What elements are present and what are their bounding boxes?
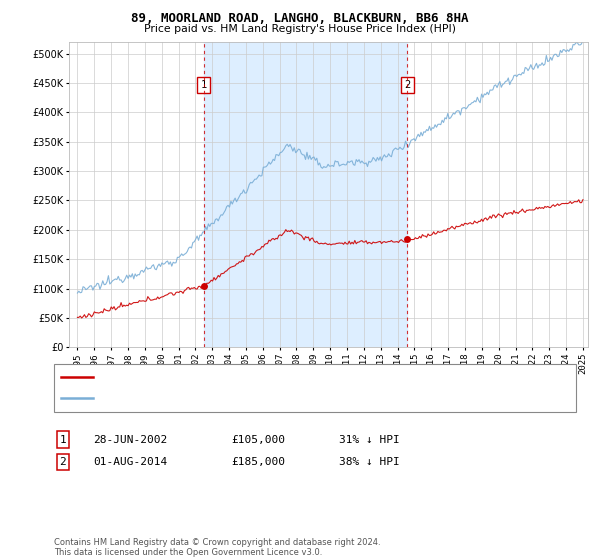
Text: £105,000: £105,000 <box>231 435 285 445</box>
Bar <box>203 42 407 347</box>
Text: 1: 1 <box>200 80 207 90</box>
Text: 89, MOORLAND ROAD, LANGHO, BLACKBURN, BB6 8HA: 89, MOORLAND ROAD, LANGHO, BLACKBURN, BB… <box>131 12 469 25</box>
Text: 01-AUG-2014: 01-AUG-2014 <box>93 457 167 467</box>
Text: 28-JUN-2002: 28-JUN-2002 <box>93 435 167 445</box>
Text: Price paid vs. HM Land Registry's House Price Index (HPI): Price paid vs. HM Land Registry's House … <box>144 24 456 34</box>
Text: £185,000: £185,000 <box>231 457 285 467</box>
Text: 38% ↓ HPI: 38% ↓ HPI <box>339 457 400 467</box>
Text: 2: 2 <box>59 457 67 467</box>
Text: 2: 2 <box>404 80 410 90</box>
Text: 31% ↓ HPI: 31% ↓ HPI <box>339 435 400 445</box>
Text: 1: 1 <box>59 435 67 445</box>
Text: HPI: Average price, detached house, Ribble Valley: HPI: Average price, detached house, Ribb… <box>99 394 336 403</box>
Text: 89, MOORLAND ROAD, LANGHO, BLACKBURN, BB6 8HA (detached house): 89, MOORLAND ROAD, LANGHO, BLACKBURN, BB… <box>99 373 448 382</box>
Text: Contains HM Land Registry data © Crown copyright and database right 2024.
This d: Contains HM Land Registry data © Crown c… <box>54 538 380 557</box>
